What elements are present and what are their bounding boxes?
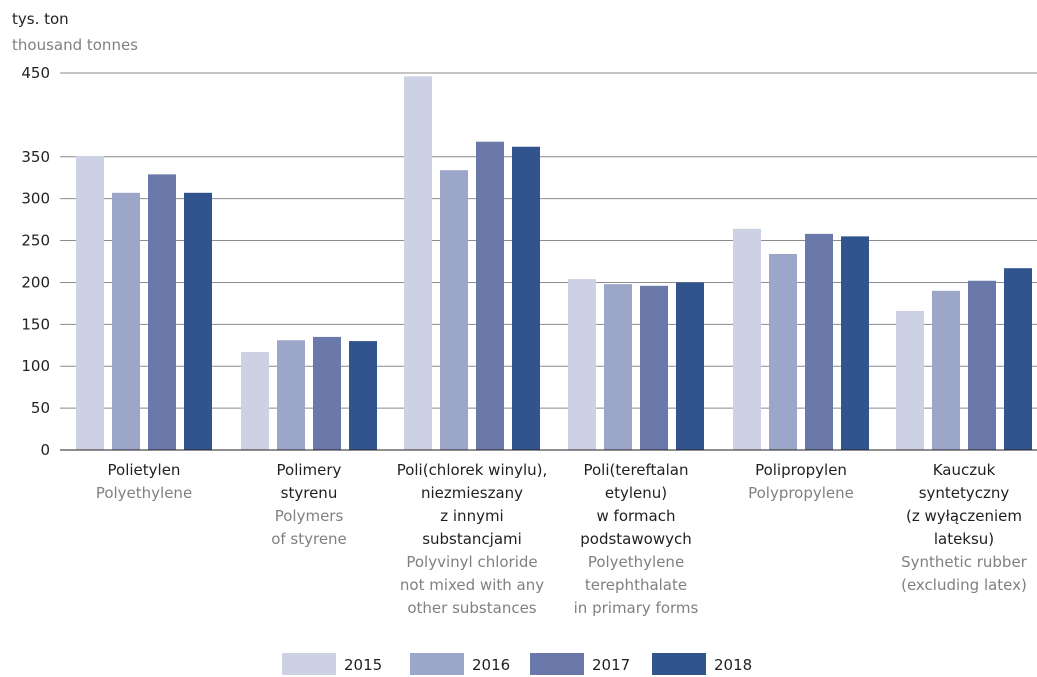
category-label: Polipropylen xyxy=(755,461,847,479)
legend-swatch-2017 xyxy=(530,653,584,675)
bar-2016-2 xyxy=(440,170,468,450)
bar-2015-5 xyxy=(896,310,924,450)
category-label-en: Polypropylene xyxy=(748,484,854,502)
category-label: (z wyłączeniem xyxy=(906,507,1022,525)
y-tick-label: 100 xyxy=(21,357,50,375)
category-label-en: Polyethylene xyxy=(588,553,684,571)
bars xyxy=(76,76,1032,451)
bar-2015-0 xyxy=(76,155,104,450)
bar-2015-2 xyxy=(404,76,432,451)
category-label: Polietylen xyxy=(108,461,181,479)
category-label: Poli(tereftalan xyxy=(583,461,688,479)
y-tick-label: 50 xyxy=(31,399,50,417)
category-label: w formach xyxy=(597,507,676,525)
bar-2018-0 xyxy=(184,192,212,450)
legend: 2015 2016 2017 2018 xyxy=(282,653,752,675)
category-label-en: of styrene xyxy=(271,530,347,548)
bar-2015-3 xyxy=(568,279,596,450)
legend-label-2015: 2015 xyxy=(344,656,382,674)
category-label: podstawowych xyxy=(580,530,691,548)
bar-2017-5 xyxy=(968,280,996,450)
y-axis-label-en: thousand tonnes xyxy=(12,36,138,54)
category-label: niezmieszany xyxy=(421,484,523,502)
category-label-en: Polymers xyxy=(275,507,344,525)
bar-2017-1 xyxy=(313,336,341,450)
bar-2016-5 xyxy=(932,290,960,450)
category-label: Kauczuk xyxy=(933,461,996,479)
y-axis-ticks: 0 50 100 150 200 250 300 350 450 xyxy=(21,64,50,459)
y-tick-label: 150 xyxy=(21,315,50,333)
bar-2018-3 xyxy=(676,282,704,450)
y-tick-label: 200 xyxy=(21,273,50,291)
category-label-en: Synthetic rubber xyxy=(901,553,1028,571)
y-tick-label: 450 xyxy=(21,64,50,82)
y-axis-label: tys. ton xyxy=(12,10,69,28)
bar-2016-3 xyxy=(604,284,632,450)
bar-2015-4 xyxy=(733,228,761,450)
gridlines xyxy=(60,72,1037,409)
legend-label-2018: 2018 xyxy=(714,656,752,674)
bar-2016-4 xyxy=(769,253,797,450)
legend-swatch-2016 xyxy=(410,653,464,675)
bar-2016-1 xyxy=(277,340,305,450)
category-label-en: not mixed with any xyxy=(400,576,544,594)
category-label-en: in primary forms xyxy=(574,599,699,617)
y-tick-label: 0 xyxy=(40,441,50,459)
bar-2018-2 xyxy=(512,146,540,451)
bar-2017-0 xyxy=(148,174,176,451)
category-label: lateksu) xyxy=(934,530,994,548)
category-label: Poli(chlorek winylu), xyxy=(397,461,548,479)
bar-2017-3 xyxy=(640,285,668,450)
category-label: styrenu xyxy=(281,484,338,502)
legend-swatch-2018 xyxy=(652,653,706,675)
category-label: etylenu) xyxy=(605,484,667,502)
bar-2017-2 xyxy=(476,141,504,450)
y-tick-label: 300 xyxy=(21,190,50,208)
y-tick-label: 250 xyxy=(21,232,50,250)
category-label: syntetyczny xyxy=(919,484,1010,502)
category-label-en: Polyethylene xyxy=(96,484,192,502)
y-tick-label: 350 xyxy=(21,148,50,166)
category-label-en: (excluding latex) xyxy=(901,576,1027,594)
category-label-en: other substances xyxy=(407,599,536,617)
legend-label-2017: 2017 xyxy=(592,656,630,674)
legend-label-2016: 2016 xyxy=(472,656,510,674)
bar-2018-5 xyxy=(1004,268,1032,450)
category-labels: Polietylen Polyethylene Polimery styrenu Pol… xyxy=(96,461,1028,617)
bar-2018-1 xyxy=(349,341,377,450)
category-label: Polimery xyxy=(277,461,342,479)
bar-2016-0 xyxy=(112,192,140,450)
category-label: substancjami xyxy=(422,530,522,548)
category-label-en: terephthalate xyxy=(585,576,687,594)
bar-2017-4 xyxy=(805,233,833,450)
category-label: z innymi xyxy=(440,507,503,525)
bar-2018-4 xyxy=(841,236,869,450)
category-label-en: Polyvinyl chloride xyxy=(406,553,537,571)
legend-swatch-2015 xyxy=(282,653,336,675)
bar-2015-1 xyxy=(241,351,269,450)
